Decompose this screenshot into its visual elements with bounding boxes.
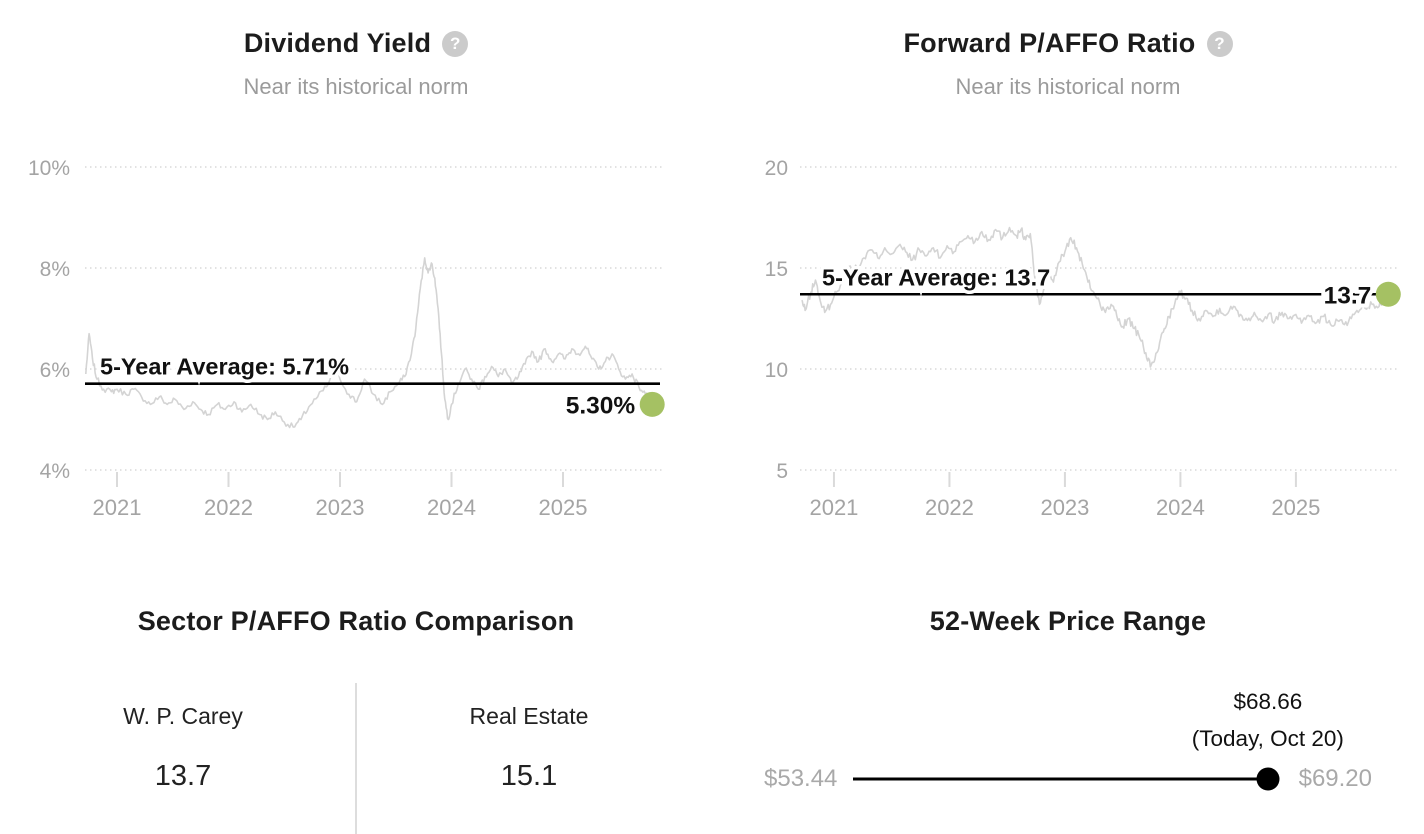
- svg-text:2023: 2023: [316, 495, 365, 520]
- question-mark-icon[interactable]: ?: [1206, 30, 1233, 57]
- today-price-label: $68.66 (Today, Oct 20): [1192, 683, 1344, 757]
- svg-text:10%: 10%: [28, 157, 70, 180]
- comparison-column-sector: Real Estate 15.1: [357, 703, 701, 834]
- chart-subtitle: Near its historical norm: [955, 74, 1181, 99]
- svg-text:6%: 6%: [40, 359, 70, 382]
- p-affo-header: Forward P/AFFO Ratio ? Near its historic…: [712, 0, 1424, 100]
- comparison-label: Real Estate: [469, 703, 589, 729]
- price-range-title: 52-Week Price Range: [929, 606, 1207, 636]
- sector-comparison-row: W. P. Carey 13.7 Real Estate 15.1: [11, 683, 701, 834]
- price-range-widget: $53.44 $68.66 (Today, Oct 20) $69.20: [764, 689, 1372, 799]
- svg-text:5-Year Average: 5.71%: 5-Year Average: 5.71%: [100, 354, 349, 380]
- dividend-yield-panel: Dividend Yield ? Near its historical nor…: [0, 0, 712, 570]
- current-price-dot: [1256, 767, 1280, 791]
- svg-text:2023: 2023: [1040, 495, 1089, 520]
- svg-text:10: 10: [765, 359, 788, 382]
- svg-text:2024: 2024: [427, 495, 476, 520]
- range-high-label: $69.20: [1298, 765, 1372, 792]
- comparison-label: W. P. Carey: [123, 703, 243, 729]
- comparison-value: 15.1: [500, 760, 558, 792]
- dividend-yield-chart: 10% 8% 6% 4% 2021 2022 2023 2024 2025 5-Year Aver…: [28, 157, 665, 520]
- svg-text:4%: 4%: [40, 460, 70, 483]
- chart-subtitle: Near its historical norm: [243, 74, 469, 99]
- p-affo-title-row: Forward P/AFFO Ratio ?: [903, 28, 1233, 59]
- svg-text:2022: 2022: [925, 495, 974, 520]
- chart-title: Forward P/AFFO Ratio: [903, 28, 1196, 58]
- svg-text:2021: 2021: [809, 495, 858, 520]
- comparison-divider: [355, 683, 357, 834]
- svg-text:5: 5: [776, 460, 788, 483]
- svg-text:2025: 2025: [1271, 495, 1320, 520]
- today-price-value: $68.66: [1233, 689, 1303, 714]
- svg-text:13.7: 13.7: [1324, 282, 1372, 309]
- svg-text:2022: 2022: [204, 495, 253, 520]
- comparison-value: 13.7: [154, 760, 212, 792]
- price-range-panel: 52-Week Price Range $53.44 $68.66 (Today…: [712, 570, 1424, 834]
- dividend-yield-header: Dividend Yield ? Near its historical nor…: [0, 0, 712, 100]
- svg-text:8%: 8%: [40, 258, 70, 281]
- p-affo-panel: Forward P/AFFO Ratio ? Near its historic…: [712, 0, 1424, 570]
- sector-comparison-title: Sector P/AFFO Ratio Comparison: [137, 606, 575, 636]
- svg-text:20: 20: [765, 157, 788, 180]
- svg-text:2025: 2025: [539, 495, 588, 520]
- svg-text:5.30%: 5.30%: [566, 392, 636, 419]
- chart-title: Dividend Yield: [243, 28, 432, 58]
- question-mark-icon[interactable]: ?: [442, 30, 469, 57]
- p-affo-chart: 20 15 10 5 2021 2022 2023 2024 2025 5-Year Averag…: [765, 157, 1401, 520]
- range-low-label: $53.44: [764, 765, 838, 792]
- dividend-yield-title-row: Dividend Yield ?: [243, 28, 469, 59]
- svg-text:15: 15: [765, 258, 788, 281]
- svg-text:2024: 2024: [1156, 495, 1205, 520]
- range-track: $68.66 (Today, Oct 20): [853, 689, 1344, 799]
- svg-text:5-Year Average: 13.7: 5-Year Average: 13.7: [822, 264, 1050, 290]
- range-line: [853, 777, 1268, 781]
- comparison-column-wpc: W. P. Carey 13.7: [11, 703, 355, 834]
- today-price-date: (Today, Oct 20): [1191, 726, 1344, 751]
- sector-comparison-panel: Sector P/AFFO Ratio Comparison W. P. Car…: [0, 570, 712, 834]
- svg-text:2021: 2021: [93, 495, 142, 520]
